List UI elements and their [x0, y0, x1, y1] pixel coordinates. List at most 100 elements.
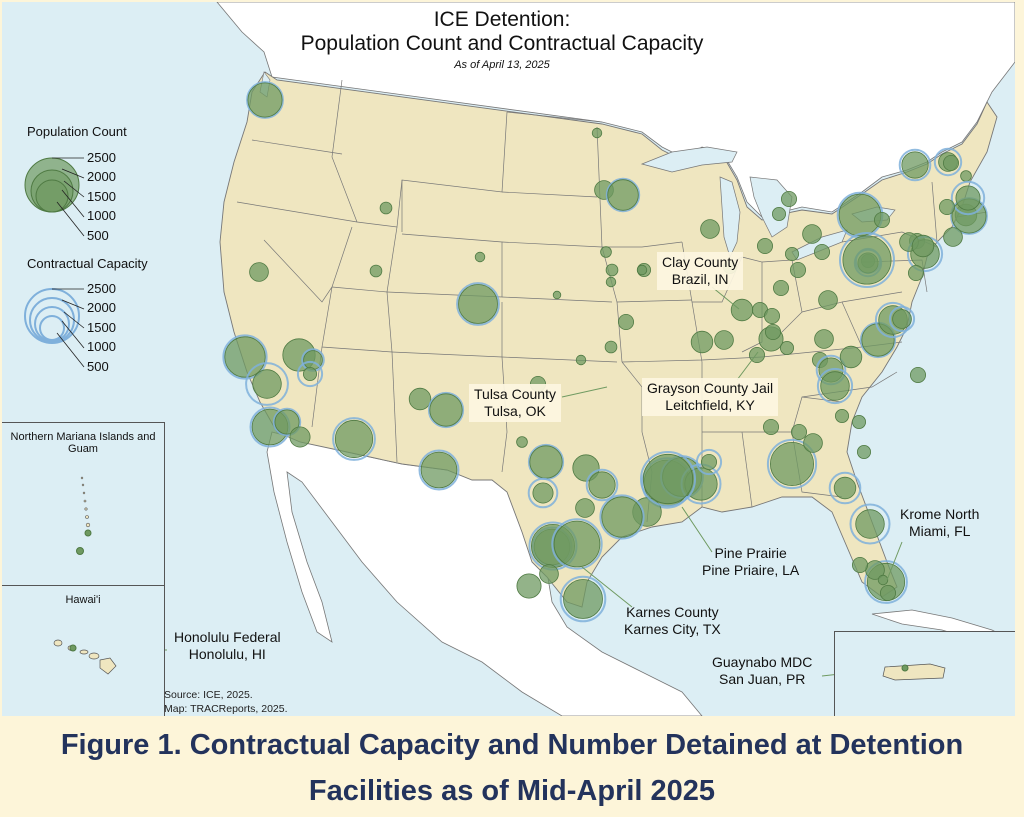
facility-bubble	[773, 279, 790, 296]
map-title-line1: ICE Detention:	[433, 8, 571, 31]
population-circle	[852, 557, 869, 574]
population-circle	[803, 433, 823, 453]
inset-hawaii: Hawai'i	[2, 585, 165, 716]
legend-capacity-title: Contractual Capacity	[27, 256, 148, 271]
population-circle	[249, 262, 269, 282]
canada-land	[216, 2, 1015, 218]
population-circle	[714, 330, 734, 350]
callout-tulsa-county: Tulsa County Tulsa, OK	[469, 384, 561, 422]
facility-layer	[222, 81, 988, 623]
facility-bubble	[575, 498, 595, 518]
population-circle	[880, 585, 897, 602]
population-circle	[474, 251, 486, 263]
population-circle	[636, 264, 648, 276]
population-circle	[605, 263, 619, 277]
facility-bubble	[757, 237, 774, 254]
population-circle	[835, 408, 850, 423]
facility-bubble	[605, 276, 617, 288]
capacity-ring	[888, 305, 916, 333]
facility-bubble	[939, 198, 956, 215]
facility-bubble	[427, 391, 465, 429]
facility-bubble	[552, 290, 562, 300]
map-frame: ICE Detention: Population Count and Cont…	[2, 2, 1015, 716]
population-circle	[575, 354, 587, 366]
population-circle	[943, 227, 963, 247]
population-circle	[791, 423, 808, 440]
capacity-ring	[859, 321, 897, 359]
capacity-ring	[599, 494, 645, 540]
facility-bubble	[766, 438, 818, 490]
population-circle	[605, 276, 617, 288]
facility-bubble	[369, 264, 383, 278]
population-circle	[701, 453, 718, 470]
population-circle	[857, 444, 872, 459]
facility-bubble	[908, 264, 925, 281]
legend-pop-500: 500	[87, 228, 109, 243]
population-circle	[601, 496, 643, 538]
population-circle	[785, 246, 800, 261]
facility-bubble	[408, 387, 432, 411]
inset-marianas-title: Northern Mariana Islands and Guam	[10, 431, 156, 455]
facility-bubble	[814, 243, 831, 260]
facility-bubble	[559, 575, 607, 623]
callout-guaynabo-mdc-place: San Juan, PR	[719, 671, 806, 687]
legend-capacity-symbol	[24, 288, 85, 368]
facility-bubble	[474, 251, 486, 263]
population-circle	[764, 307, 781, 324]
map-canvas	[110, 2, 1015, 716]
population-circle	[302, 366, 317, 381]
population-circle	[773, 279, 790, 296]
facility-bubble	[599, 494, 645, 540]
legend-population-title: Population Count	[27, 124, 127, 139]
population-circle	[334, 419, 374, 459]
population-circle	[408, 387, 432, 411]
callout-karnes-county-name: Karnes County	[626, 604, 719, 620]
facility-bubble	[246, 81, 284, 119]
population-circle	[818, 290, 838, 310]
facility-bubble	[516, 573, 542, 599]
population-circle	[529, 445, 563, 479]
population-circle	[369, 264, 383, 278]
facility-bubble	[379, 201, 393, 215]
facility-bubble	[618, 313, 635, 330]
facility-bubble	[418, 449, 460, 491]
facility-bubble	[849, 503, 891, 545]
population-circle	[539, 564, 559, 584]
population-circle	[908, 264, 925, 281]
population-circle	[960, 170, 972, 182]
facility-bubble	[818, 290, 838, 310]
population-circle	[379, 201, 393, 215]
callout-pine-prairie: Pine Prairie Pine Priaire, LA	[702, 545, 799, 579]
callout-guaynabo-mdc: Guaynabo MDC San Juan, PR	[712, 654, 812, 688]
population-circle	[939, 198, 956, 215]
caption-line1: Figure 1. Contractual Capacity and Numbe…	[60, 729, 964, 761]
callout-clay-county-place: Brazil, IN	[671, 271, 729, 287]
population-circle	[780, 340, 795, 355]
facility-bubble	[585, 468, 619, 502]
callout-grayson-county-place: Leitchfield, KY	[665, 397, 755, 413]
population-circle	[838, 193, 882, 237]
population-circle	[911, 234, 935, 258]
legend-pop-2000: 2000	[87, 169, 116, 184]
population-circle	[247, 82, 283, 118]
lake-huron	[749, 176, 793, 238]
facility-bubble	[898, 148, 932, 182]
population-circle	[892, 309, 912, 329]
capacity-ring	[695, 448, 723, 476]
facility-bubble	[591, 127, 603, 139]
legend-cap-1000: 1000	[87, 339, 116, 354]
capacity-ring	[933, 147, 963, 177]
facility-bubble	[852, 557, 869, 574]
facility-bubble	[456, 282, 500, 326]
population-circle	[575, 498, 595, 518]
figure-caption: Figure 1. Contractual Capacity and Numbe…	[0, 722, 1024, 814]
population-circle	[224, 336, 266, 378]
callout-honolulu-federal: Honolulu Federal Honolulu, HI	[174, 629, 281, 663]
facility-bubble	[803, 433, 823, 453]
population-circle	[532, 482, 554, 504]
population-circle	[855, 509, 885, 539]
callout-clay-county-name: Clay County	[662, 254, 739, 270]
capacity-ring	[864, 560, 908, 604]
facility-bubble	[943, 154, 960, 171]
population-circle	[877, 574, 889, 586]
